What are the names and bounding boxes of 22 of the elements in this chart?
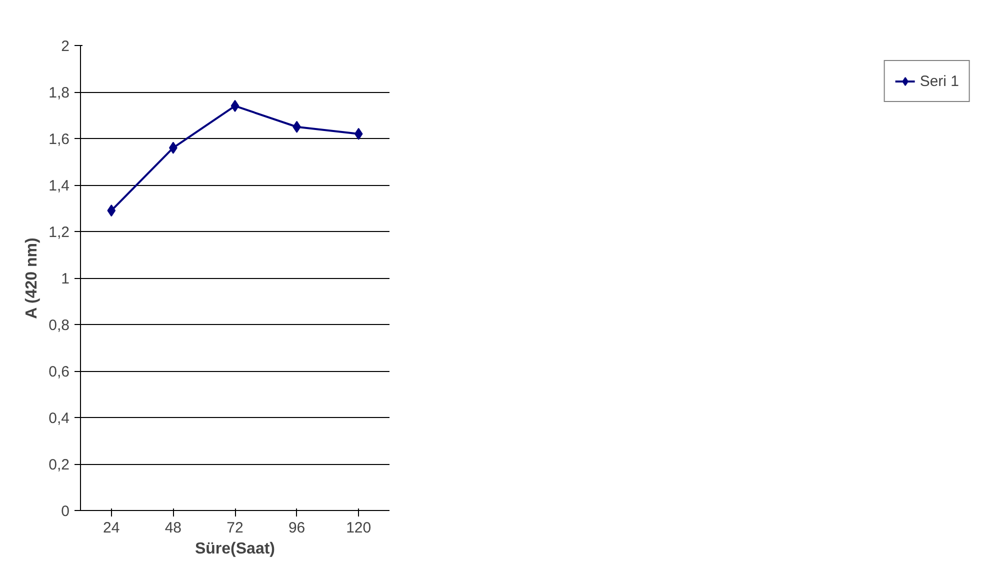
y-tick-label: 1,2	[48, 224, 70, 241]
x-tick-label: 96	[288, 520, 306, 536]
y-axis-title: A (420 nm)	[24, 238, 41, 319]
x-tick-label: 72	[226, 520, 244, 536]
x-tick-label: 120	[346, 520, 372, 536]
y-tick-label: 2	[61, 38, 70, 55]
y-tick-label: 0	[61, 503, 70, 520]
y-tick-label: 0,2	[48, 456, 70, 474]
point	[107, 204, 116, 217]
point	[354, 128, 363, 140]
y-tick-label: 0,6	[48, 364, 70, 380]
x-tick-label: 48	[164, 520, 182, 536]
x-tick-label: 24	[103, 520, 120, 536]
y-tick-label: 1,4	[48, 178, 70, 194]
point	[230, 100, 240, 112]
y-tick-label: 1	[61, 270, 70, 288]
y-tick-label: 1,8	[48, 84, 70, 102]
y-tick-label: 1,6	[48, 131, 70, 148]
x-axis-title: Süre(Saat)	[194, 540, 276, 558]
y-tick-label: 0,8	[48, 317, 70, 334]
legend-label: Seri 1	[920, 72, 959, 90]
y-tick-label: 0,4	[48, 410, 70, 427]
